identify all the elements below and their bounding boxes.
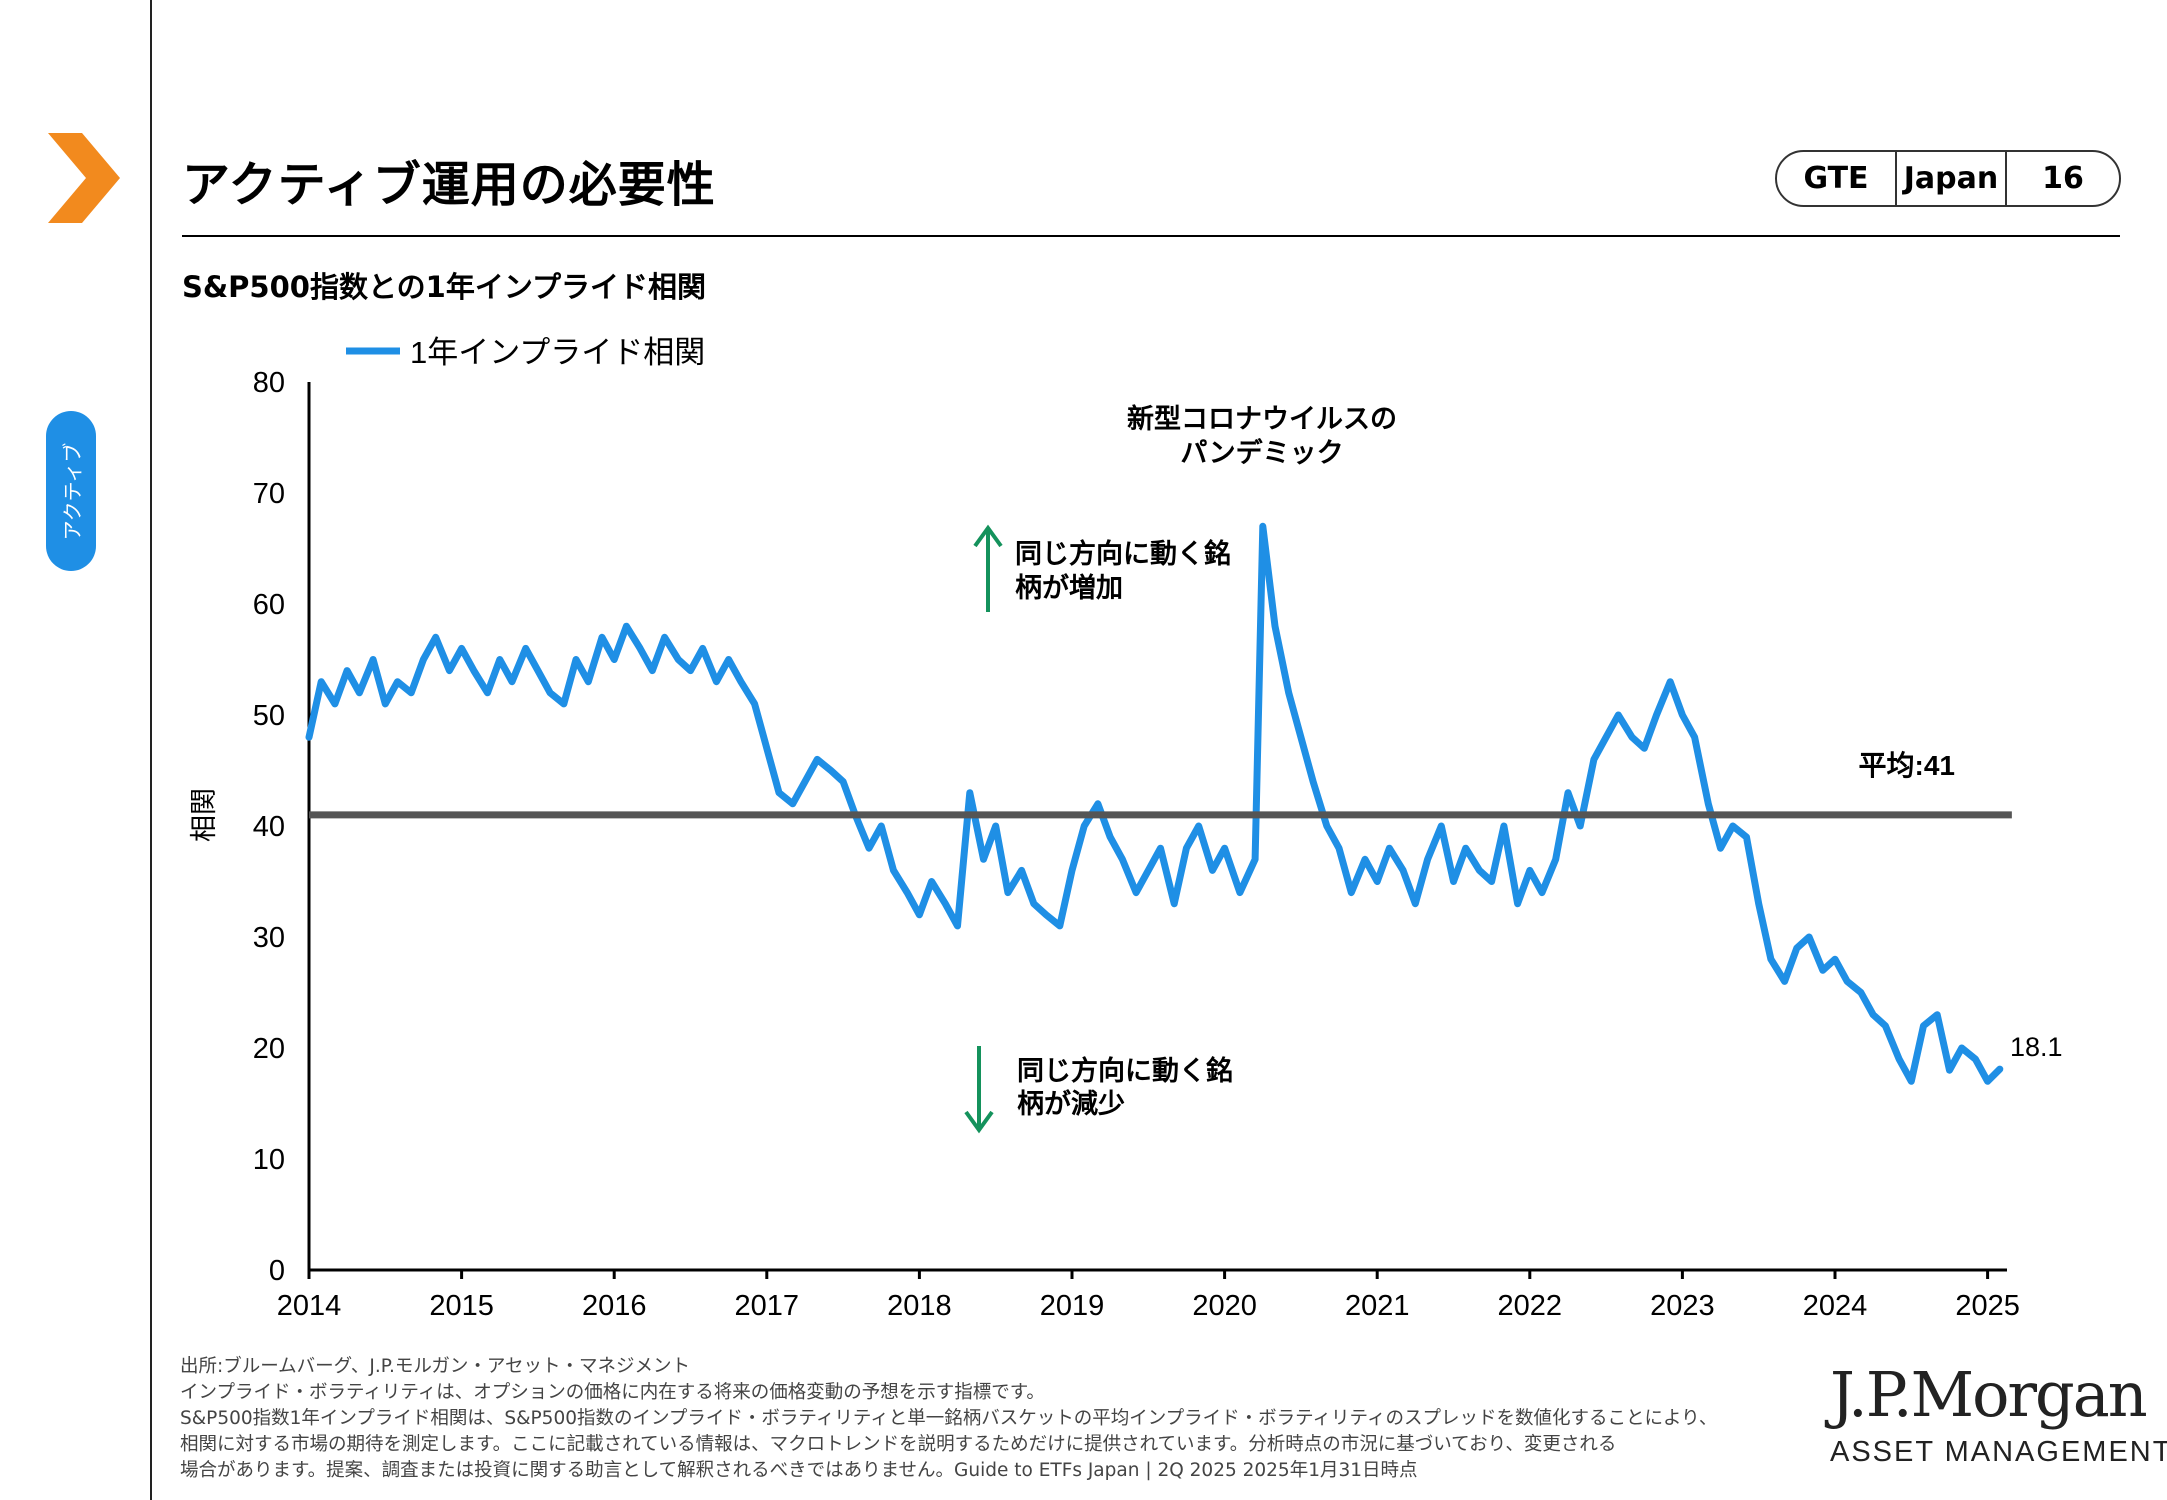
x-tick-label: 2015 (429, 1290, 494, 1322)
correlation-series-line (305, 522, 2004, 1085)
y-tick-label: 0 (269, 1255, 285, 1287)
x-tick-label: 2025 (1955, 1290, 2020, 1322)
x-tick-label: 2024 (1803, 1290, 1868, 1322)
arrow-down-head (964, 1110, 994, 1134)
implied-correlation-chart: 1年インプライド相関 相関 0 10 20 30 40 50 60 70 80 2014 2015… (189, 335, 2063, 1322)
x-tick-label: 2019 (1040, 1290, 1105, 1322)
page-badge: GTE Japan 16 (1775, 150, 2121, 207)
badge-guide-code: GTE (1777, 152, 1897, 205)
pandemic-annotation: 新型コロナウイルスの パンデミック (1127, 403, 1397, 468)
y-tick-label: 80 (253, 367, 285, 399)
logo-subtitle: ASSET MANAGEMENT (1830, 1436, 2167, 1468)
y-tick-label: 60 (253, 589, 285, 621)
y-tick-label: 10 (253, 1144, 285, 1176)
correlation-down-annotation: 同じ方向に動く銘 柄が減少 (964, 1046, 1233, 1134)
source-note-line: インプライド・ボラティリティは、オプションの価格に内在する将来の価格変動の予想を… (180, 1382, 1045, 1403)
x-tick-label: 2014 (277, 1290, 342, 1322)
chart-legend: 1年インプライド相関 (346, 335, 705, 370)
badge-page-number: 16 (2042, 161, 2084, 196)
latest-value-label: 18.1 (2010, 1032, 2063, 1062)
x-tick-label: 2020 (1192, 1290, 1257, 1322)
title-divider (182, 235, 2120, 237)
source-note-line: 相関に対する市場の期待を測定します。ここに記載されている情報は、マクロトレンドを… (180, 1434, 1617, 1455)
correlation-up-annotation: 同じ方向に動く銘 柄が増加 (973, 524, 1231, 612)
y-tick-label: 30 (253, 922, 285, 954)
chart-subtitle: S&P500指数との1年インプライド相関 (182, 270, 706, 304)
average-label: 平均:41 (1859, 750, 1955, 781)
down-annotation-line-1: 同じ方向に動く銘 (1017, 1055, 1233, 1086)
sidebar-divider (150, 0, 152, 1500)
chevron-right-icon (48, 133, 120, 223)
y-tick-label: 50 (253, 700, 285, 732)
x-tick-label: 2022 (1498, 1290, 1563, 1322)
pandemic-annotation-line-1: 新型コロナウイルスの (1127, 403, 1397, 434)
y-axis-label: 相関 (189, 788, 219, 842)
x-tick-label: 2016 (582, 1290, 647, 1322)
legend-label: 1年インプライド相関 (410, 335, 705, 370)
down-annotation-line-2: 柄が減少 (1017, 1088, 1125, 1119)
logo-wordmark: J.P.Morgan (1830, 1358, 2148, 1431)
x-tick-label: 2021 (1345, 1290, 1410, 1322)
page-title: アクティブ運用の必要性 (182, 157, 716, 213)
y-tick-label: 70 (253, 478, 285, 510)
y-tick-label: 40 (253, 811, 285, 843)
jpmorgan-logo: J.P.Morgan ASSET MANAGEMENT (1830, 1358, 2167, 1469)
x-tick-label: 2018 (887, 1290, 952, 1322)
y-tick-label: 20 (253, 1033, 285, 1065)
x-tick-label: 2023 (1650, 1290, 1715, 1322)
up-annotation-line-1: 同じ方向に動く銘 (1015, 538, 1231, 569)
source-note-line: 出所:ブルームバーグ、J.P.モルガン・アセット・マネジメント (180, 1356, 690, 1377)
x-tick-label: 2017 (735, 1290, 800, 1322)
source-notes: 出所:ブルームバーグ、J.P.モルガン・アセット・マネジメント インプライド・ボ… (180, 1354, 1800, 1484)
arrow-up-head (973, 524, 1003, 548)
badge-region: Japan (1897, 152, 2007, 205)
up-annotation-line-2: 柄が増加 (1015, 572, 1123, 603)
section-tab-active[interactable]: アクティブ (46, 411, 96, 571)
source-note-line: 場合があります。提案、調査または投資に関する助言として解釈されるべきではありませ… (180, 1460, 1418, 1481)
pandemic-annotation-line-2: パンデミック (1180, 437, 1343, 468)
source-note-line: S&P500指数1年インプライド相関は、S&P500指数のインプライド・ボラティ… (180, 1408, 1718, 1429)
